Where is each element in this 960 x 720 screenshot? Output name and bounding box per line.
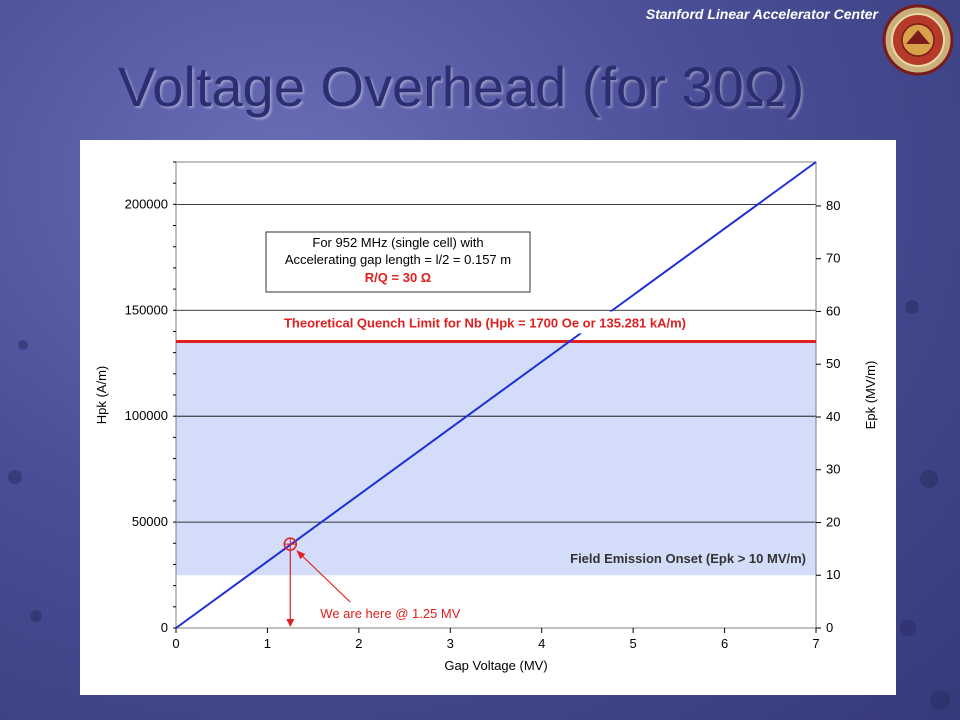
quench-label-backdrop (230, 311, 740, 334)
slide-title: Voltage Overhead (for 30Ω) (118, 55, 805, 118)
y-right-tick-label: 30 (826, 462, 840, 477)
marker-pointer-arrowhead (296, 550, 306, 560)
voltage-overhead-chart: 0500001000001500002000000102030405060708… (94, 161, 878, 673)
y-left-tick-label: 100000 (125, 408, 168, 423)
x-tick-label: 1 (264, 636, 271, 651)
y-left-tick-label: 50000 (132, 514, 168, 529)
marker-drop-arrowhead (286, 619, 295, 627)
background-dot (900, 620, 916, 636)
y-right-axis-title: Epk (MV/m) (863, 361, 878, 430)
background-dot (8, 470, 22, 484)
y-right-tick-label: 70 (826, 251, 840, 266)
info-box-line3: R/Q = 30 Ω (365, 270, 431, 285)
background-dot (905, 300, 919, 314)
background-dot (930, 690, 950, 710)
y-right-tick-label: 0 (826, 620, 833, 635)
hpk-series-line (175, 161, 817, 629)
chart-panel: 0 50000 100000 150000 200000 0 10 20 30 40 50 60 70 8… (80, 140, 896, 695)
info-box (265, 231, 531, 293)
y-right-tick-label: 60 (826, 303, 840, 318)
field-emission-label: Field Emission Onset (Epk > 10 MV/m) (570, 551, 806, 566)
field-emission-band (176, 341, 816, 576)
background-dot (30, 610, 42, 622)
y-left-tick-label: 200000 (125, 196, 168, 211)
y-right-tick-label: 80 (826, 198, 840, 213)
x-tick-label: 5 (630, 636, 637, 651)
y-right-tick-label: 10 (826, 567, 840, 582)
y-left-tick-label: 0 (161, 620, 168, 635)
info-box-line1: For 952 MHz (single cell) with (312, 235, 483, 250)
x-tick-label: 7 (812, 636, 819, 651)
info-box-line2: Accelerating gap length = l/2 = 0.157 m (285, 252, 511, 267)
slac-seal-logo (882, 4, 954, 76)
x-tick-label: 0 (172, 636, 179, 651)
quench-limit-label: Theoretical Quench Limit for Nb (Hpk = 1… (284, 315, 686, 330)
y-left-tick-label: 150000 (125, 302, 168, 317)
organization-name: Stanford Linear Accelerator Center (645, 6, 878, 22)
background-dot (18, 340, 28, 350)
x-tick-label: 6 (721, 636, 728, 651)
marker-pointer-line (297, 551, 351, 603)
y-right-tick-label: 50 (826, 356, 840, 371)
y-right-tick-label: 20 (826, 514, 840, 529)
marker-label: We are here @ 1.25 MV (320, 606, 460, 621)
background-dot (920, 470, 938, 488)
x-tick-label: 2 (355, 636, 362, 651)
x-tick-label: 3 (447, 636, 454, 651)
x-axis-title: Gap Voltage (MV) (444, 658, 547, 673)
y-right-tick-label: 40 (826, 409, 840, 424)
y-left-axis-title: Hpk (A/m) (94, 366, 109, 425)
x-tick-label: 4 (538, 636, 545, 651)
